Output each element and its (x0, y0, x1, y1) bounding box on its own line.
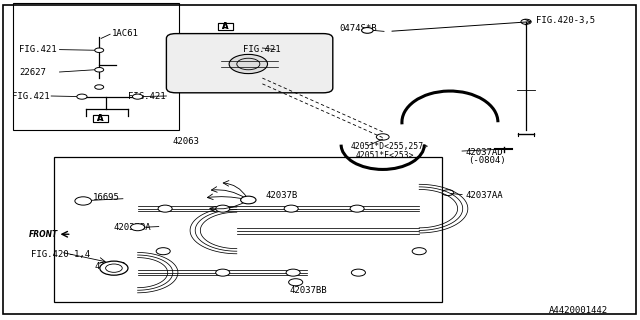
Text: 42051A: 42051A (95, 262, 127, 271)
Text: FIG.420-3,5: FIG.420-3,5 (536, 16, 595, 25)
Circle shape (100, 261, 128, 275)
Text: 0474S*B: 0474S*B (339, 24, 377, 33)
Circle shape (412, 248, 426, 255)
Text: 42037AA: 42037AA (466, 191, 504, 200)
Text: FIG.420-1,4: FIG.420-1,4 (31, 250, 90, 259)
Text: 16695: 16695 (93, 193, 120, 202)
Bar (54, 157, 442, 302)
Circle shape (95, 85, 104, 89)
Circle shape (216, 205, 230, 212)
Text: 42037BA: 42037BA (114, 223, 152, 232)
Circle shape (521, 19, 531, 24)
Circle shape (131, 224, 145, 231)
Circle shape (95, 68, 104, 72)
Text: FRONT: FRONT (29, 230, 58, 239)
Circle shape (77, 94, 87, 99)
FancyBboxPatch shape (166, 34, 333, 93)
Circle shape (442, 190, 454, 196)
Text: A: A (222, 22, 228, 31)
Text: 22627: 22627 (19, 68, 46, 76)
FancyBboxPatch shape (218, 23, 233, 30)
Text: 42051*E<253>: 42051*E<253> (356, 151, 414, 160)
Circle shape (95, 48, 104, 52)
Circle shape (75, 197, 92, 205)
Text: FIG.421: FIG.421 (19, 45, 57, 54)
Circle shape (241, 196, 256, 204)
FancyBboxPatch shape (93, 115, 108, 122)
Text: (-0804): (-0804) (468, 156, 506, 164)
Circle shape (376, 134, 389, 140)
Text: FIG.421: FIG.421 (128, 92, 166, 100)
Text: 42051*D<255,257>: 42051*D<255,257> (351, 142, 429, 151)
Text: FIG.421: FIG.421 (12, 92, 49, 100)
Text: 42063: 42063 (173, 137, 200, 146)
Circle shape (350, 205, 364, 212)
Circle shape (362, 28, 373, 33)
Text: A4420001442: A4420001442 (549, 306, 608, 315)
Text: A: A (97, 114, 104, 123)
Text: A: A (97, 114, 104, 123)
Circle shape (284, 205, 298, 212)
Text: FIG.421: FIG.421 (243, 45, 281, 54)
FancyBboxPatch shape (93, 115, 108, 122)
FancyBboxPatch shape (218, 23, 233, 30)
Circle shape (132, 94, 143, 99)
Circle shape (229, 54, 268, 74)
Circle shape (351, 269, 365, 276)
Text: A: A (222, 22, 228, 31)
Text: 42037BB: 42037BB (289, 286, 327, 295)
Circle shape (158, 205, 172, 212)
Circle shape (216, 269, 230, 276)
Text: 42037B: 42037B (266, 191, 298, 200)
Circle shape (286, 269, 300, 276)
Text: 42037AD: 42037AD (466, 148, 504, 156)
Circle shape (289, 279, 303, 286)
Circle shape (156, 248, 170, 255)
Text: 1AC61: 1AC61 (112, 29, 139, 38)
Bar (13, 3, 179, 130)
